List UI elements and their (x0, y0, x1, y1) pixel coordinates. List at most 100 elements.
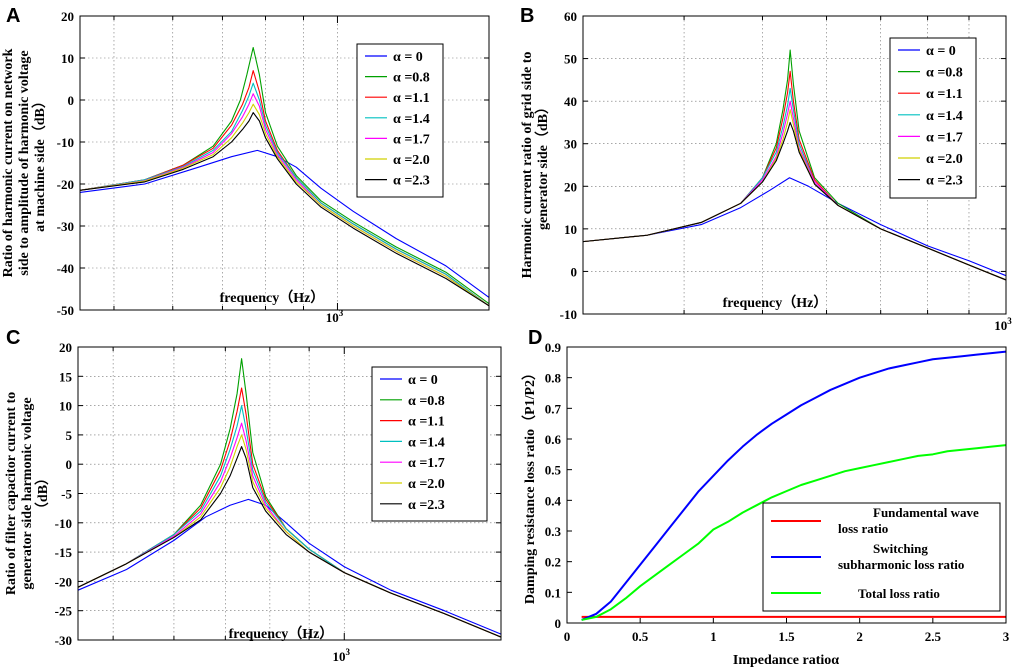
y-tick-label: -10 (55, 516, 72, 531)
series-line-6 (79, 112, 490, 307)
x-tick-base: 10 (333, 649, 346, 664)
y-axis-label-line: generator side（dB） (535, 100, 551, 230)
y-tick-label: -50 (57, 303, 74, 318)
panel-letter: A (6, 5, 20, 27)
legend-box (371, 366, 488, 522)
y-tick-label: 0.3 (545, 524, 562, 539)
y-tick-label: -30 (57, 219, 74, 234)
legend-entry: α = 0 (393, 50, 423, 65)
x-tick-label: 0 (564, 629, 571, 644)
x-tick-exponent: 3 (1007, 316, 1012, 326)
y-axis-label-line: Ratio of filter capacitor current to (4, 392, 19, 595)
legend-entry: α =1.7 (408, 456, 445, 471)
y-axis-label-line: （dB） (35, 471, 51, 516)
x-tick-exponent: 3 (346, 647, 351, 657)
panel-a: A-50-40-30-20-1001020103frequency（Hz）Rat… (1, 5, 490, 325)
x-tick-base: 10 (326, 310, 339, 325)
legend: α = 0 α =0.8 α =1.1 α =1.4 α =1.7 α =2.0 α =2.… (889, 37, 977, 199)
legend-entry: α = 0 (408, 373, 438, 388)
plot-frame (582, 15, 1007, 315)
series-line-2 (581, 444, 1007, 621)
grid (80, 16, 489, 310)
series-line-5 (79, 103, 490, 307)
y-tick-label: 0 (66, 457, 73, 472)
y-tick-label: 20 (61, 9, 74, 24)
x-axis-label: Impedance ratioα (733, 653, 839, 668)
legend-entry: α =2.3 (393, 174, 430, 189)
legend-entry: subharmonic loss ratio (838, 557, 964, 572)
legend-entry: Total loss ratio (858, 586, 940, 601)
x-tick-label: 1.5 (778, 629, 795, 644)
legend-entry: α =1.4 (926, 109, 963, 124)
y-tick-label: 0.8 (545, 371, 562, 386)
y-tick-label: -15 (55, 545, 73, 560)
y-tick-label: 50 (564, 52, 577, 67)
y-tick-label: 0.1 (545, 585, 561, 600)
panel-b: B-100102030405060103frequency（Hz）Harmoni… (520, 5, 1012, 333)
legend-entry: α =1.1 (408, 415, 445, 430)
y-tick-label: 30 (564, 137, 577, 152)
y-tick-label: -30 (55, 633, 72, 648)
y-tick-label: 40 (564, 94, 577, 109)
y-tick-label: 60 (564, 9, 577, 24)
x-tick-base: 10 (994, 318, 1007, 333)
y-tick-label: 0.9 (545, 340, 562, 355)
y-tick-label: 10 (59, 399, 72, 414)
legend-entry: α =0.8 (408, 394, 445, 409)
y-tick-label: -20 (57, 177, 74, 192)
legend-entry: loss ratio (838, 521, 888, 536)
x-tick-label: 0.5 (632, 629, 649, 644)
legend-entry: α =1.1 (926, 87, 963, 102)
series-line-0 (79, 149, 490, 298)
x-tick-label: 1 (710, 629, 717, 644)
legend-entry: α =2.3 (408, 498, 445, 513)
x-axis-label: frequency（Hz） (229, 626, 334, 642)
panel-letter: D (528, 327, 542, 349)
x-tick-label: 2 (856, 629, 863, 644)
panel-c: C-30-25-20-15-10-505101520103frequency（H… (4, 327, 502, 664)
y-tick-label: -40 (57, 261, 74, 276)
panel-d: D 0 0.1 0.2 0.3 0.4 0.5 0.6 0.7 0.8 0.9 0 0.5 1 1.5 2 2.… (522, 327, 1010, 668)
y-axis-label-line: at machine side（dB） (32, 94, 48, 232)
series-line-6 (77, 446, 502, 638)
y-tick-label: 10 (61, 51, 74, 66)
legend-entry: α =2.0 (926, 152, 963, 167)
legend: α = 0 α =0.8 α =1.1 α =1.4 α =1.7 α =2.0 α =2.… (356, 43, 444, 198)
y-tick-label: 0 (68, 93, 75, 108)
legend-entry: α =1.4 (408, 435, 445, 450)
series-line-1 (79, 46, 490, 305)
legend-entry: α =2.0 (408, 477, 445, 492)
y-tick-label: -25 (55, 604, 73, 619)
y-axis-label-line: Harmonic current ratio of grid side to (520, 52, 535, 279)
legend-entry: α =1.7 (393, 132, 430, 147)
y-axis-label-line: generator side harmonic voltage (20, 397, 35, 589)
y-axis-label-line: Ratio of harmonic current on network (1, 48, 16, 277)
y-tick-label: 20 (59, 340, 72, 355)
y-axis-label: Damping resistance loss ratio（P1/P2） (522, 366, 538, 604)
y-tick-label: -20 (55, 574, 72, 589)
x-tick-label: 103 (326, 308, 344, 325)
series-line-6 (582, 121, 1007, 281)
legend-entry: α =0.8 (393, 71, 430, 86)
plot-frame (79, 15, 490, 311)
legend-entry: Fundamental wave (873, 505, 979, 520)
legend-entry: α =1.7 (926, 130, 963, 145)
x-tick-label: 103 (994, 316, 1012, 333)
y-tick-label: 0.2 (545, 555, 561, 570)
legend-entry: α = 0 (926, 44, 956, 59)
y-tick-label: 0 (571, 264, 578, 279)
y-tick-label: -10 (560, 307, 577, 322)
y-tick-label: 5 (66, 428, 73, 443)
legend-box (356, 43, 444, 198)
y-tick-label: 0.4 (545, 493, 562, 508)
y-tick-label: 10 (564, 222, 577, 237)
legend: α = 0 α =0.8 α =1.1 α =1.4 α =1.7 α =2.0 α =2.… (371, 366, 488, 522)
legend-entry: α =1.1 (393, 91, 430, 106)
y-tick-label: 15 (59, 369, 73, 384)
x-tick-label: 2.5 (925, 629, 942, 644)
y-tick-label: 0.5 (545, 463, 562, 478)
legend-box (889, 37, 977, 199)
x-tick-exponent: 3 (339, 308, 344, 318)
series-line-1 (581, 350, 1007, 621)
